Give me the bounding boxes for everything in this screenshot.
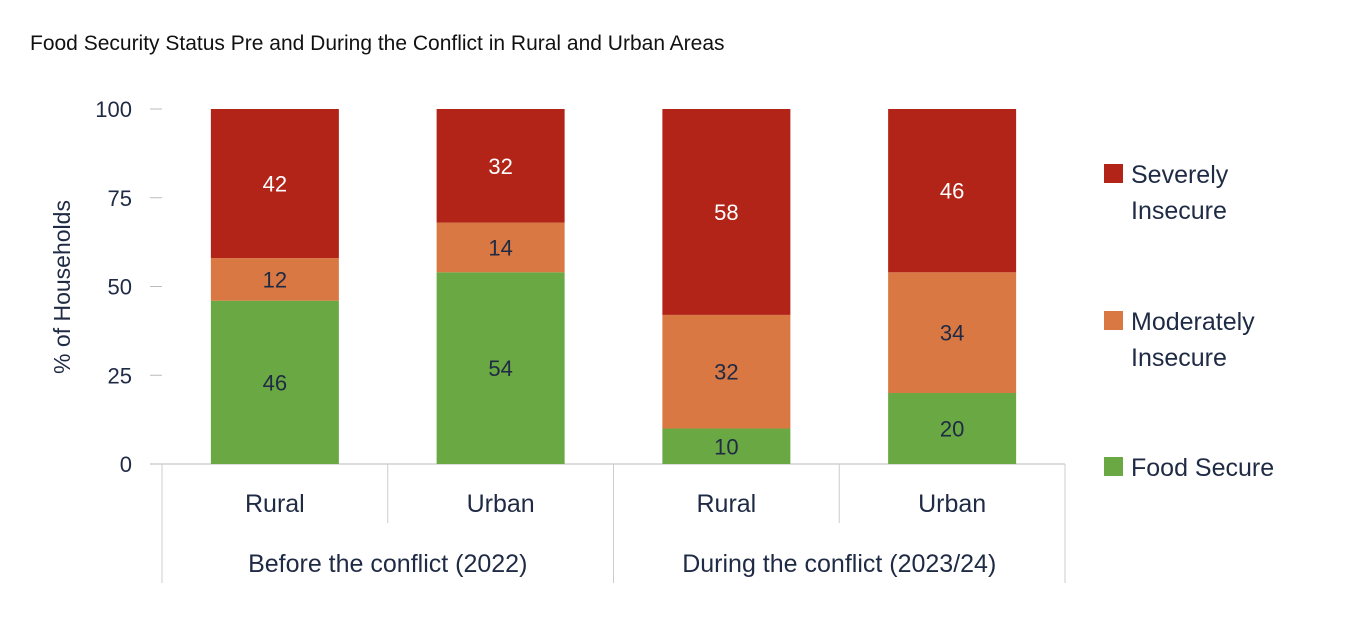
bar-segment — [436, 109, 565, 223]
legend-swatch — [1104, 164, 1123, 183]
bar-segment — [210, 258, 339, 301]
legend-item: Moderately Insecure — [1104, 308, 1255, 372]
legend-item: Severely Insecure — [1104, 161, 1229, 225]
data-label: 32 — [488, 154, 512, 179]
data-label: 20 — [940, 417, 964, 442]
y-tick-label: 0 — [120, 452, 132, 477]
data-label: 42 — [263, 172, 287, 197]
legend-swatch — [1104, 457, 1123, 476]
legend-label: Severely — [1131, 161, 1229, 189]
data-label: 46 — [940, 179, 964, 204]
bar-segment — [210, 300, 339, 464]
y-axis-label: % of Households — [49, 200, 75, 374]
bar-segment — [436, 272, 565, 464]
x-category-label: Rural — [697, 490, 757, 518]
legend-item: Food Secure — [1104, 454, 1274, 482]
legend-label: Food Secure — [1131, 454, 1274, 482]
chart-title: Food Security Status Pre and During the … — [30, 32, 725, 55]
y-tick-label: 50 — [108, 275, 132, 300]
y-tick-label: 25 — [108, 363, 132, 388]
data-label: 58 — [714, 200, 738, 225]
x-category-label: Urban — [918, 490, 986, 518]
bar-segment — [888, 393, 1017, 464]
y-tick-label: 75 — [108, 186, 132, 211]
bar-segment — [210, 109, 339, 259]
legend-label: Insecure — [1131, 197, 1227, 225]
data-label: 10 — [714, 434, 738, 459]
bar-segment — [662, 428, 791, 464]
legend-label: Insecure — [1131, 344, 1227, 372]
legend-label: Moderately — [1131, 308, 1255, 336]
bar-segment — [436, 222, 565, 273]
x-category-label: Rural — [245, 490, 305, 518]
data-label: 12 — [263, 267, 287, 292]
x-category-label: Urban — [467, 490, 535, 518]
y-tick-label: 100 — [95, 97, 132, 122]
bar-segment — [662, 314, 791, 429]
bar-segment — [662, 109, 791, 315]
data-label: 32 — [714, 360, 738, 385]
bar-segment — [888, 272, 1017, 393]
x-group-label: During the conflict (2023/24) — [682, 550, 996, 578]
data-label: 14 — [488, 235, 512, 260]
data-label: 54 — [488, 356, 512, 381]
data-label: 34 — [940, 321, 964, 346]
x-group-label: Before the conflict (2022) — [248, 550, 527, 578]
legend-swatch — [1104, 311, 1123, 330]
bar-segment — [888, 109, 1017, 273]
data-label: 46 — [263, 370, 287, 395]
